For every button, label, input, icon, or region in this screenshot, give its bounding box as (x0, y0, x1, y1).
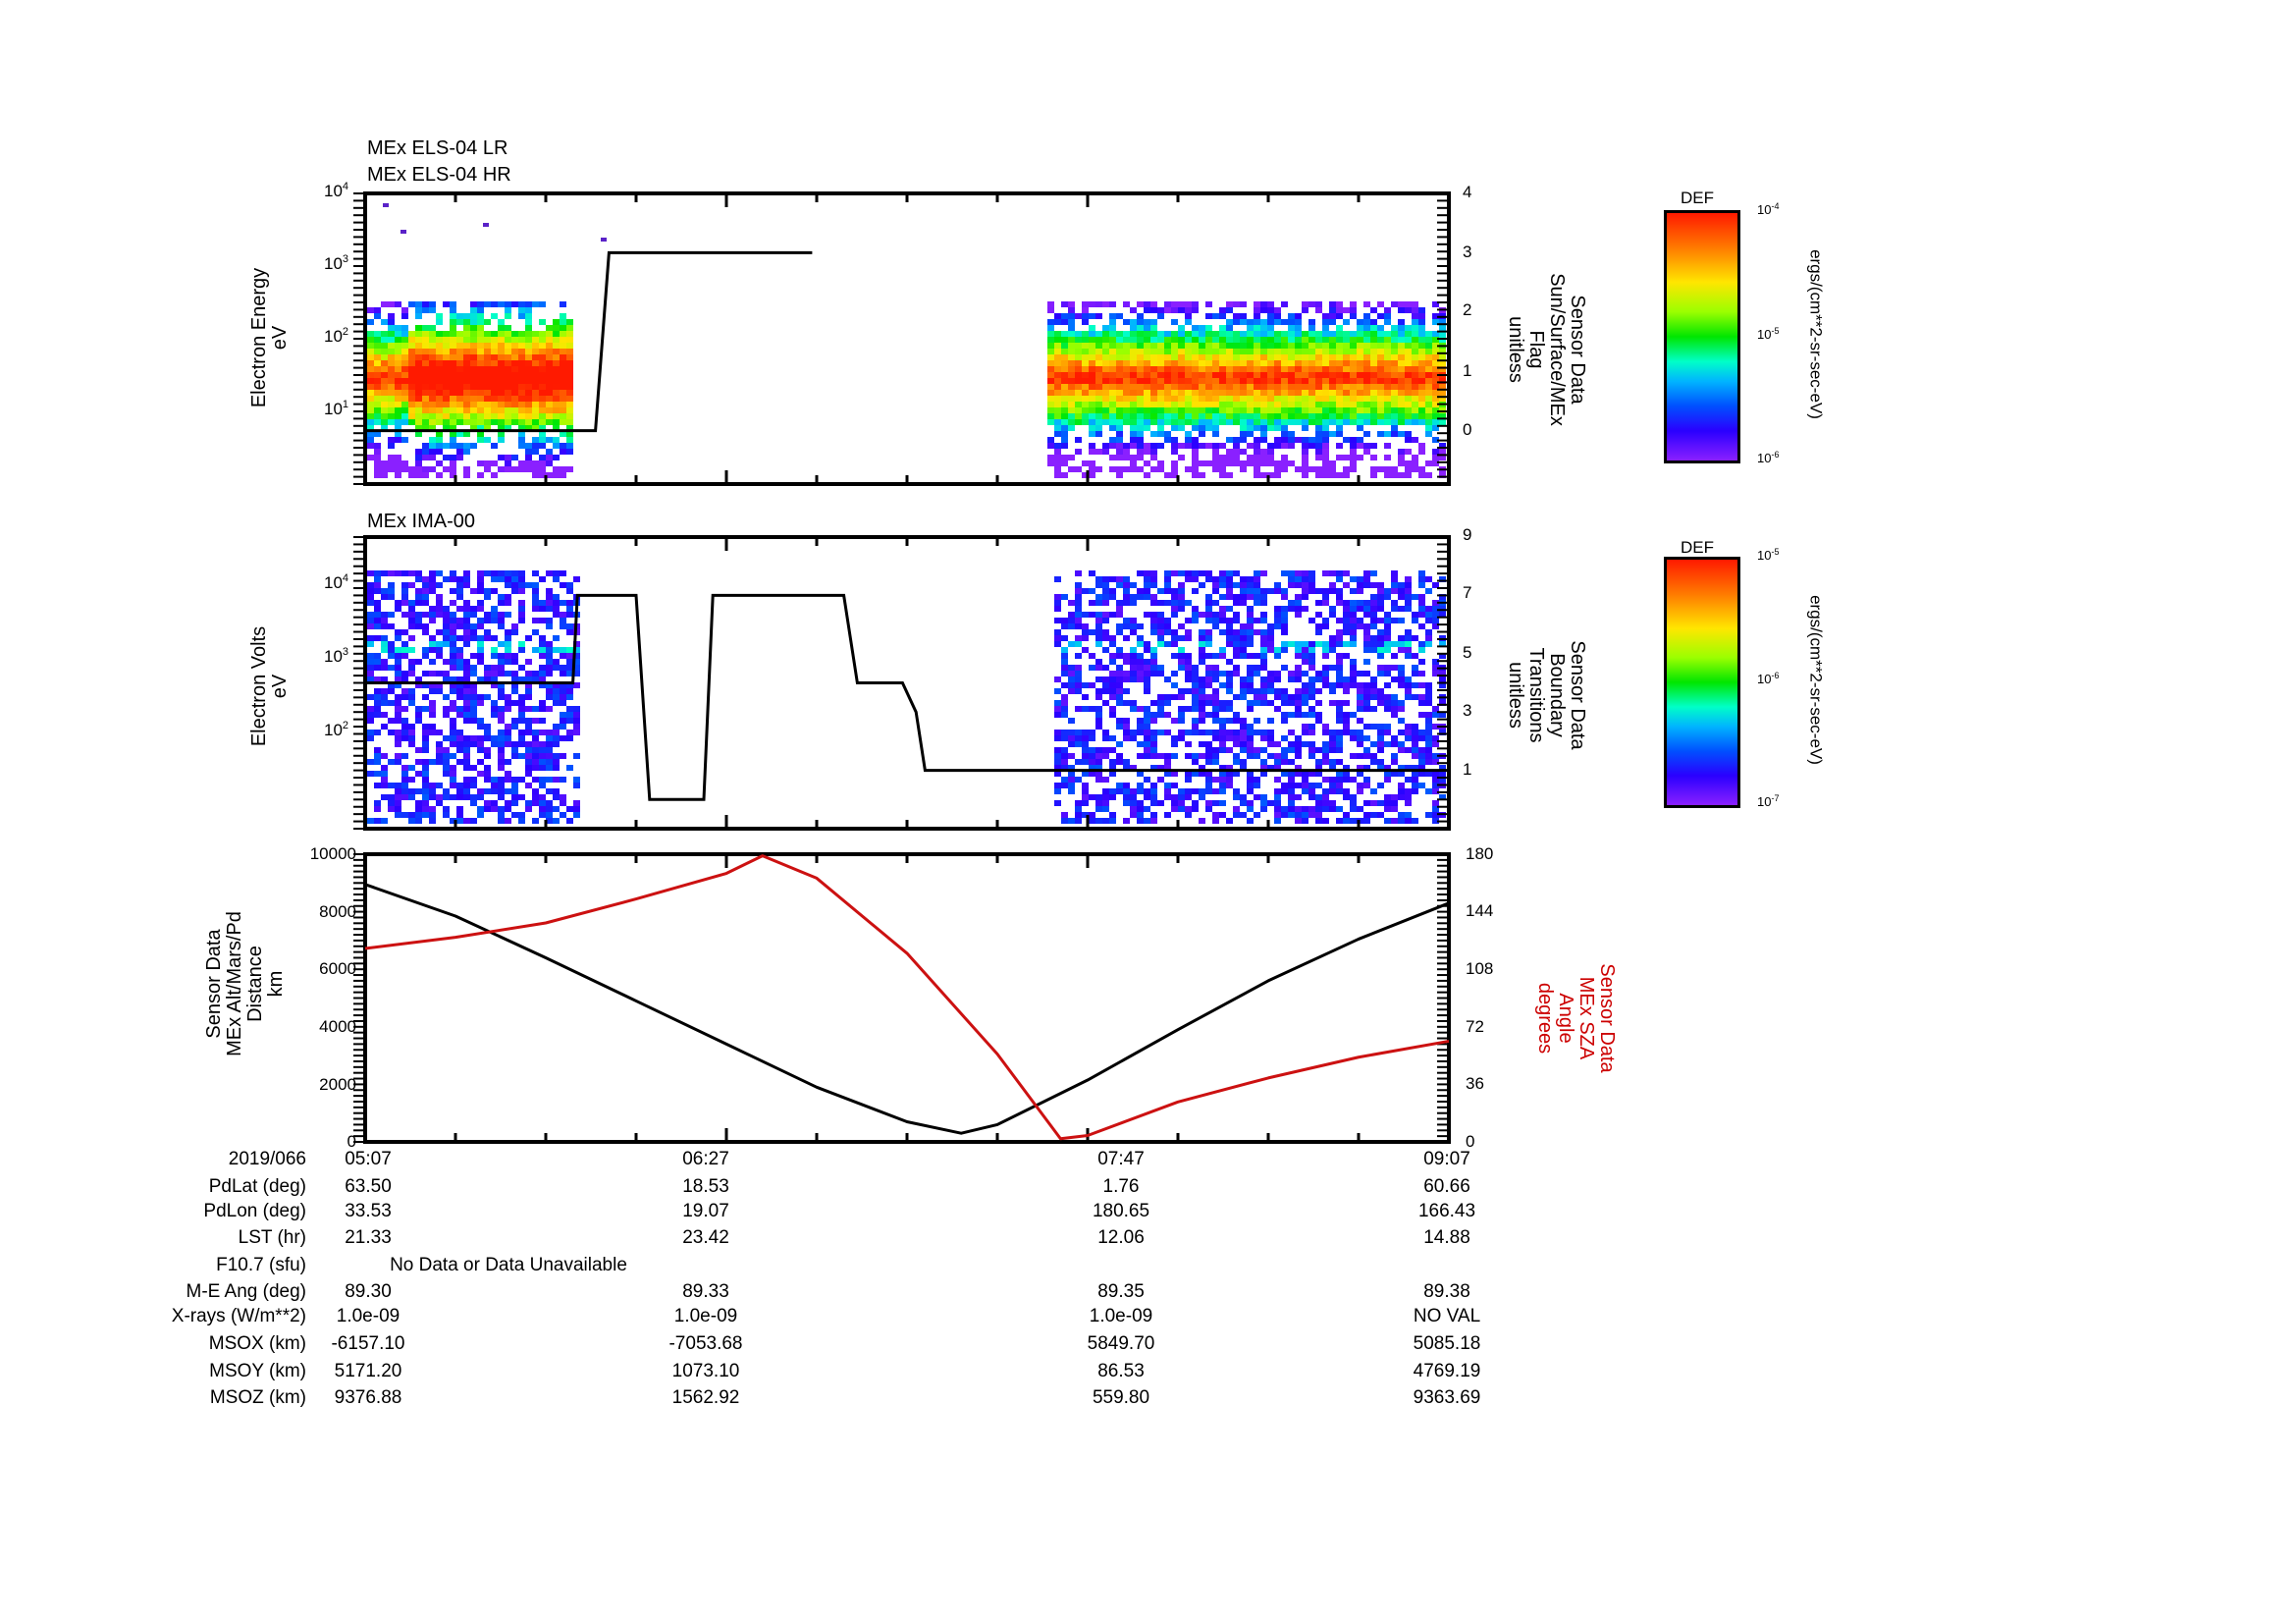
ephem-label-meang: M-E Ang (deg) (186, 1281, 307, 1302)
panel3-ytick-8000: 8000 (319, 902, 356, 921)
ephem-label-msoz: MSOZ (km) (209, 1387, 306, 1408)
colorbar2-tick-bottom: 10-7 (1757, 793, 1780, 809)
ephem-label-date: 2019/066 (228, 1149, 306, 1169)
panel3-left-axis-label: Sensor Data MEx Alt/Mars/Pd Distance km (203, 911, 287, 1056)
panel2-rtick-3: 3 (1463, 701, 1472, 720)
panel3-rtick-144: 144 (1466, 901, 1494, 920)
panel2-rtick-7: 7 (1463, 583, 1472, 602)
panel2-left-axis-label: Electron Volts eV (248, 625, 291, 747)
panel2-ytick-1e3: 103 (324, 646, 349, 666)
panel1-title-1: MEx ELS-04 LR (367, 137, 508, 159)
panel3-rtick-0: 0 (1466, 1132, 1475, 1151)
panel1-spectrogram-plot (353, 191, 1451, 486)
panel2-rtick-5: 5 (1463, 643, 1472, 662)
ephem-label-xrays: X-rays (W/m**2) (171, 1306, 306, 1326)
ephem-label-pdlat: PdLat (deg) (208, 1176, 306, 1197)
ephem-label-msox: MSOX (km) (208, 1333, 306, 1354)
ephem-f107-note: No Data or Data Unavailable (390, 1255, 627, 1275)
panel3-rtick-72: 72 (1466, 1017, 1484, 1036)
panel1-rtick-0: 0 (1463, 420, 1472, 439)
colorbar1 (1664, 210, 1740, 463)
panel2-ytick-1e2: 102 (324, 720, 349, 739)
panel1-ytick-1e3: 103 (324, 253, 349, 273)
panel1-ytick-1e2: 102 (324, 326, 349, 346)
panel2-spectrogram-plot (353, 535, 1451, 831)
colorbar2-title: DEF (1681, 538, 1714, 557)
panel3-ytick-2000: 2000 (319, 1075, 356, 1094)
panel3-ytick-4000: 4000 (319, 1017, 356, 1036)
panel2-rtick-9: 9 (1463, 525, 1472, 544)
ephem-label-f107: F10.7 (sfu) (216, 1255, 306, 1275)
panel2-right-axis-label: Sensor Data Boundary Transitions unitles… (1505, 640, 1588, 750)
panel1-left-axis-label: Electron Energy eV (248, 267, 291, 408)
colorbar2-tick-mid: 10-6 (1757, 671, 1780, 686)
colorbar1-units: ergs/(cm**2-sr-sec-eV) (1806, 249, 1826, 419)
panel1-rtick-2: 2 (1463, 300, 1472, 319)
panel1-title-2: MEx ELS-04 HR (367, 164, 511, 186)
colorbar2-tick-top: 10-5 (1757, 547, 1780, 563)
panel1-rtick-1: 1 (1463, 361, 1472, 380)
colorbar1-tick-mid: 10-5 (1757, 326, 1780, 342)
ephem-label-pdlon: PdLon (deg) (203, 1201, 306, 1221)
panel3-ytick-10000: 10000 (309, 844, 356, 863)
panel3-rtick-108: 108 (1466, 959, 1494, 978)
colorbar2-units: ergs/(cm**2-sr-sec-eV) (1806, 595, 1826, 765)
colorbar1-tick-top: 10-4 (1757, 201, 1780, 217)
panel1-ytick-1e4: 104 (324, 181, 349, 200)
panel3-line-plot (353, 852, 1451, 1144)
panel3-ytick-6000: 6000 (319, 959, 356, 978)
panel3-rtick-36: 36 (1466, 1074, 1484, 1093)
ephem-label-msoy: MSOY (km) (209, 1361, 306, 1381)
ephem-label-lst: LST (hr) (238, 1227, 306, 1248)
colorbar1-title: DEF (1681, 189, 1714, 207)
panel2-ytick-1e4: 104 (324, 572, 349, 592)
panel1-rtick-3: 3 (1463, 243, 1472, 261)
panel1-ytick-1e1: 101 (324, 399, 349, 418)
panel2-title: MEx IMA-00 (367, 511, 476, 532)
panel3-right-axis-label: Sensor Data MEx SZA Angle degrees (1534, 963, 1618, 1073)
panel3-rtick-180: 180 (1466, 844, 1494, 863)
colorbar1-tick-bottom: 10-6 (1757, 450, 1780, 465)
panel1-right-axis-label: Sensor Data Sun/Surface/MEx Flag unitles… (1505, 273, 1588, 426)
colorbar2 (1664, 557, 1740, 808)
panel2-rtick-1: 1 (1463, 760, 1472, 779)
panel3-ytick-0: 0 (347, 1132, 356, 1151)
panel1-rtick-4: 4 (1463, 183, 1472, 201)
